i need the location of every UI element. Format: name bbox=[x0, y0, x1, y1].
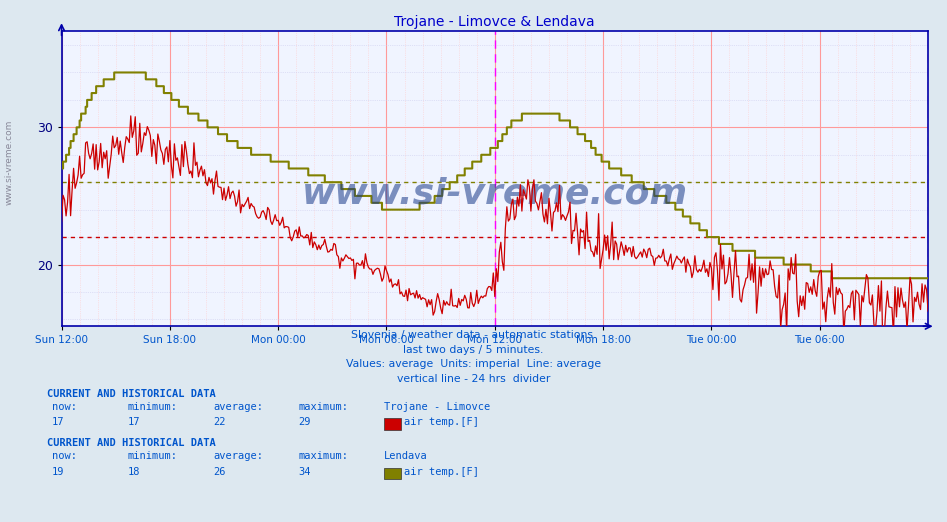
Text: last two days / 5 minutes.: last two days / 5 minutes. bbox=[403, 345, 544, 355]
Text: minimum:: minimum: bbox=[128, 402, 178, 412]
Text: 17: 17 bbox=[128, 418, 140, 428]
Text: 17: 17 bbox=[52, 418, 64, 428]
Text: 34: 34 bbox=[298, 467, 311, 477]
Text: vertical line - 24 hrs  divider: vertical line - 24 hrs divider bbox=[397, 374, 550, 384]
Text: maximum:: maximum: bbox=[298, 452, 348, 461]
Text: 19: 19 bbox=[52, 467, 64, 477]
Text: minimum:: minimum: bbox=[128, 452, 178, 461]
Text: Values: average  Units: imperial  Line: average: Values: average Units: imperial Line: av… bbox=[346, 360, 601, 370]
Text: air temp.[F]: air temp.[F] bbox=[404, 467, 479, 477]
Text: Trojane - Limovce: Trojane - Limovce bbox=[384, 402, 490, 412]
Text: maximum:: maximum: bbox=[298, 402, 348, 412]
Text: 18: 18 bbox=[128, 467, 140, 477]
Text: now:: now: bbox=[52, 402, 77, 412]
Text: now:: now: bbox=[52, 452, 77, 461]
Title: Trojane - Limovce & Lendava: Trojane - Limovce & Lendava bbox=[395, 15, 595, 29]
Text: Lendava: Lendava bbox=[384, 452, 427, 461]
Text: 26: 26 bbox=[213, 467, 225, 477]
Text: 29: 29 bbox=[298, 418, 311, 428]
Text: www.si-vreme.com: www.si-vreme.com bbox=[302, 176, 688, 210]
Text: average:: average: bbox=[213, 452, 263, 461]
Text: www.si-vreme.com: www.si-vreme.com bbox=[5, 119, 14, 205]
Text: air temp.[F]: air temp.[F] bbox=[404, 418, 479, 428]
Text: average:: average: bbox=[213, 402, 263, 412]
Text: 22: 22 bbox=[213, 418, 225, 428]
Text: CURRENT AND HISTORICAL DATA: CURRENT AND HISTORICAL DATA bbox=[47, 438, 216, 448]
Text: Slovenia / weather data - automatic stations.: Slovenia / weather data - automatic stat… bbox=[350, 330, 597, 340]
Text: CURRENT AND HISTORICAL DATA: CURRENT AND HISTORICAL DATA bbox=[47, 389, 216, 399]
